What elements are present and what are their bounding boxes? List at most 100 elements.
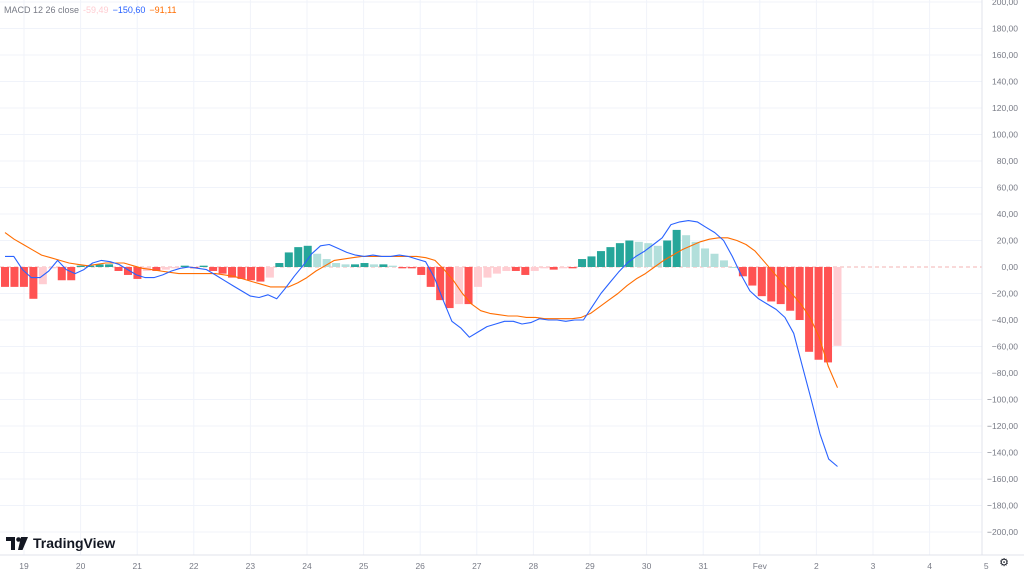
- y-tick-label: −160,00: [987, 474, 1018, 484]
- histogram-bar: [492, 267, 501, 274]
- histogram-bar: [767, 267, 776, 302]
- histogram-bar: [530, 267, 539, 271]
- histogram-bar: [417, 267, 426, 275]
- histogram-bar: [445, 267, 454, 309]
- histogram-bar: [587, 256, 596, 267]
- histogram-bar: [549, 267, 558, 270]
- y-tick-label: 160,00: [992, 50, 1018, 60]
- histogram-bar: [483, 267, 492, 278]
- histogram-bar: [757, 267, 766, 297]
- x-tick-label: 20: [76, 561, 86, 571]
- histogram-bar: [606, 247, 615, 267]
- x-tick-label: 21: [132, 561, 142, 571]
- histogram-bar: [246, 267, 255, 281]
- histogram-bar: [653, 245, 662, 267]
- price-axis[interactable]: 200,00 180,00 160,00 140,00 120,00 100,00 80,0…: [0, 0, 1024, 556]
- histogram-bar: [105, 264, 114, 267]
- legend-macd-value: −150,60: [112, 5, 146, 15]
- x-tick-label: 30: [642, 561, 652, 571]
- x-tick-label: 22: [189, 561, 199, 571]
- histogram-bar: [284, 252, 293, 267]
- histogram-bar: [615, 243, 624, 267]
- histogram-bar: [511, 267, 520, 271]
- histogram-bar: [152, 267, 161, 271]
- histogram-bar: [369, 264, 378, 267]
- histogram-bar: [199, 265, 208, 267]
- histogram-bar: [114, 267, 123, 271]
- y-tick-label: −140,00: [987, 448, 1018, 458]
- y-tick-label: 20,00: [997, 236, 1019, 246]
- histogram-bar: [275, 263, 284, 267]
- y-tick-label: 140,00: [992, 77, 1018, 87]
- histogram-bar: [228, 267, 237, 278]
- histogram-bar: [360, 263, 369, 267]
- histogram-bar: [67, 267, 76, 281]
- x-tick-label: 2: [814, 561, 819, 571]
- y-tick-label: −80,00: [992, 368, 1019, 378]
- y-tick-label: 40,00: [997, 209, 1019, 219]
- y-tick-label: −100,00: [987, 395, 1018, 405]
- x-tick-label: 23: [246, 561, 256, 571]
- tradingview-logo[interactable]: TradingView: [6, 535, 115, 551]
- histogram-bar: [568, 267, 577, 269]
- signal-line: [4, 232, 839, 388]
- y-tick-label: −40,00: [992, 315, 1019, 325]
- histogram-bar: [426, 267, 435, 287]
- indicator-name: MACD 12 26 close: [4, 5, 80, 15]
- histogram-bar: [86, 265, 95, 267]
- histogram-bar: [663, 240, 672, 267]
- histogram-bar: [171, 267, 180, 269]
- histogram-bar: [682, 235, 691, 267]
- histogram-bar: [776, 267, 785, 305]
- histogram-bar: [559, 267, 568, 269]
- histogram-bar: [540, 267, 549, 269]
- y-tick-label: −180,00: [987, 501, 1018, 511]
- x-tick-label: 26: [415, 561, 425, 571]
- histogram-bar: [341, 264, 350, 267]
- histogram-bar: [133, 267, 142, 279]
- histogram-bar: [10, 267, 19, 287]
- y-tick-label: 100,00: [992, 130, 1018, 140]
- histogram-bar: [237, 267, 246, 279]
- histogram-bar: [209, 267, 218, 271]
- histogram-bar: [738, 267, 747, 277]
- histogram-bar: [379, 264, 388, 267]
- histogram-bar: [455, 267, 464, 305]
- settings-gear-icon[interactable]: ⚙: [999, 556, 1009, 569]
- legend-signal-value: −91,11: [149, 5, 177, 15]
- histogram-bar: [388, 265, 397, 267]
- x-tick-label: 31: [698, 561, 708, 571]
- histogram-bar: [833, 267, 842, 346]
- tradingview-watermark: TradingView: [33, 535, 116, 551]
- histogram-bar: [180, 265, 189, 267]
- histogram-bar: [710, 253, 719, 267]
- x-tick-label: Fev: [753, 561, 768, 571]
- histogram-bar: [625, 240, 634, 267]
- histogram-bar: [474, 267, 482, 287]
- x-tick-label: 19: [19, 561, 29, 571]
- histogram-bar: [786, 267, 795, 311]
- histogram-bar: [691, 241, 700, 267]
- x-tick-label: 4: [927, 561, 932, 571]
- histogram-bar: [578, 259, 587, 267]
- x-tick-label: 24: [302, 561, 312, 571]
- histogram-bar: [303, 245, 312, 267]
- histogram-bar: [729, 267, 738, 268]
- legend-histogram-value: -59,49: [83, 5, 109, 15]
- histogram-bar: [218, 267, 227, 274]
- x-tick-label: 3: [871, 561, 876, 571]
- histogram-bar: [596, 251, 605, 267]
- y-tick-label: −20,00: [992, 289, 1019, 299]
- x-tick-label: 28: [529, 561, 539, 571]
- histogram-bar: [521, 267, 530, 275]
- histogram-bar: [294, 247, 303, 267]
- histogram-bar: [29, 267, 38, 299]
- time-axis[interactable]: 19 20 21 22 23 24 25 26 27 28 29 30 31 Fev 2 3 4 5: [19, 561, 989, 571]
- x-tick-label: 25: [359, 561, 369, 571]
- y-tick-label: −120,00: [987, 421, 1018, 431]
- y-tick-label: −60,00: [992, 342, 1019, 352]
- y-tick-label: 0,00: [1001, 262, 1018, 272]
- indicator-legend[interactable]: MACD 12 26 close -59,49 −150,60 −91,11: [4, 5, 181, 15]
